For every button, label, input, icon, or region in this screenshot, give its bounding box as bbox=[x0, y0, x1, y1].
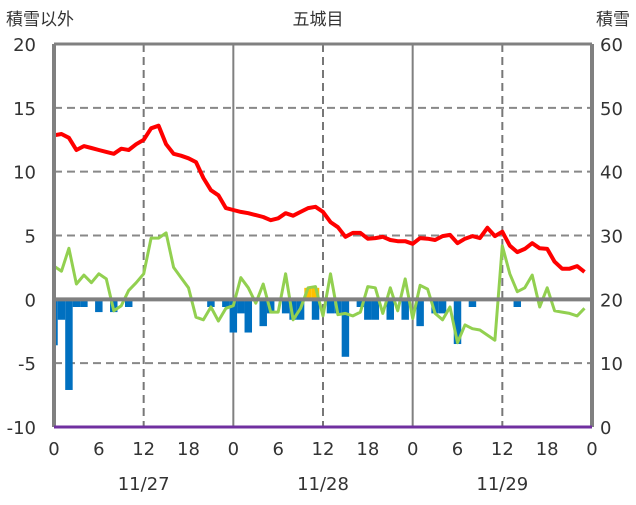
y-tick-right: 30 bbox=[600, 227, 623, 248]
orange-bar bbox=[304, 287, 312, 300]
green-series-line bbox=[53, 231, 586, 345]
blue-bar bbox=[513, 299, 522, 307]
x-tick-label: 6 bbox=[272, 439, 283, 460]
blue-bar bbox=[453, 299, 462, 345]
x-tick-label: 0 bbox=[228, 439, 239, 460]
blue-bar bbox=[326, 299, 335, 314]
blue-bar bbox=[431, 299, 439, 314]
y-tick-left: 0 bbox=[25, 290, 36, 311]
x-tick-label: 0 bbox=[48, 439, 59, 460]
y-tick-right: 20 bbox=[600, 290, 623, 311]
x-tick-label: 6 bbox=[93, 439, 104, 460]
blue-bar bbox=[237, 299, 245, 314]
blue-bar bbox=[468, 299, 477, 307]
x-tick-label: 12 bbox=[132, 439, 155, 460]
blue-bar bbox=[364, 299, 372, 320]
date-label: 11/28 bbox=[297, 474, 349, 495]
y-tick-right: 0 bbox=[600, 418, 611, 439]
blue-bar bbox=[244, 299, 253, 333]
y-tick-left: -10 bbox=[7, 418, 36, 439]
date-label: 11/27 bbox=[118, 474, 170, 495]
blue-bar bbox=[207, 299, 215, 307]
blue-bar bbox=[229, 299, 238, 333]
x-tick-label: 18 bbox=[536, 439, 559, 460]
left-axis-title: 積雪以外 bbox=[6, 10, 74, 30]
x-tick-label: 6 bbox=[452, 439, 463, 460]
right-axis-title: 積雪 bbox=[596, 10, 630, 30]
blue-bar bbox=[438, 299, 447, 314]
snow-depth-series-line bbox=[53, 123, 586, 274]
blue-bar bbox=[289, 299, 297, 320]
y-tick-right: 50 bbox=[600, 99, 623, 120]
blue-bar bbox=[80, 299, 88, 307]
blue-bar bbox=[356, 299, 365, 307]
blue-bar bbox=[371, 299, 380, 320]
blue-bar bbox=[222, 299, 230, 307]
orange-bar bbox=[311, 287, 320, 300]
blue-bar bbox=[65, 299, 73, 390]
blue-bar bbox=[401, 299, 409, 320]
blue-bar bbox=[386, 299, 394, 320]
y-tick-left: 10 bbox=[13, 163, 36, 184]
y-tick-right: 40 bbox=[600, 163, 623, 184]
blue-bar bbox=[416, 299, 424, 327]
blue-bar bbox=[124, 299, 133, 307]
y-tick-right: 60 bbox=[600, 35, 623, 56]
y-tick-left: 20 bbox=[13, 35, 36, 56]
blue-bar bbox=[311, 299, 320, 320]
blue-bar bbox=[259, 299, 267, 327]
x-tick-label: 18 bbox=[177, 439, 200, 460]
chart-title: 五城目 bbox=[293, 10, 344, 30]
blue-bar bbox=[341, 299, 350, 357]
y-tick-left: -5 bbox=[18, 354, 36, 375]
x-tick-label: 12 bbox=[491, 439, 514, 460]
x-tick-label: 12 bbox=[312, 439, 335, 460]
y-tick-left: 5 bbox=[25, 227, 36, 248]
blue-bar bbox=[72, 299, 81, 307]
x-tick-label: 18 bbox=[356, 439, 379, 460]
blue-bar bbox=[95, 299, 103, 313]
x-tick-label: 0 bbox=[586, 439, 597, 460]
blue-bar bbox=[281, 299, 290, 314]
date-label: 11/29 bbox=[476, 474, 528, 495]
y-tick-left: 15 bbox=[13, 99, 36, 120]
blue-bar bbox=[334, 299, 342, 314]
y-tick-right: 10 bbox=[600, 354, 623, 375]
blue-bar bbox=[57, 299, 66, 320]
x-tick-label: 0 bbox=[407, 439, 418, 460]
